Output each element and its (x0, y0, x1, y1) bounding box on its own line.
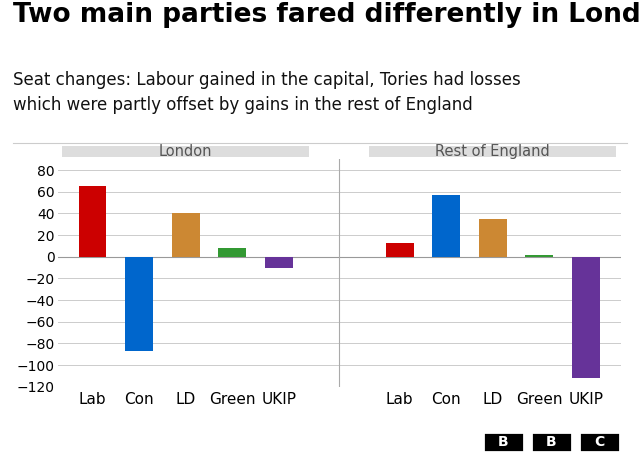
Bar (79, 187, 106, 257)
Text: Seat changes: Labour gained in the capital, Tories had losses
which were partly : Seat changes: Labour gained in the capit… (13, 71, 520, 114)
Bar (62, 146, 309, 157)
Text: Two main parties fared differently in London: Two main parties fared differently in Lo… (13, 2, 640, 28)
Bar (218, 248, 246, 257)
Bar (265, 257, 292, 268)
Text: C: C (594, 435, 604, 449)
FancyBboxPatch shape (579, 432, 620, 452)
Bar (525, 255, 554, 257)
FancyBboxPatch shape (483, 432, 524, 452)
Text: London: London (159, 144, 212, 159)
Bar (386, 243, 413, 257)
Bar (479, 219, 507, 257)
Text: B: B (546, 435, 557, 449)
Bar (572, 257, 600, 378)
Bar (369, 146, 616, 157)
Bar (172, 213, 200, 257)
Bar (432, 195, 460, 257)
FancyBboxPatch shape (531, 432, 572, 452)
Text: B: B (498, 435, 509, 449)
Bar (125, 257, 153, 351)
Text: Rest of England: Rest of England (435, 144, 550, 159)
